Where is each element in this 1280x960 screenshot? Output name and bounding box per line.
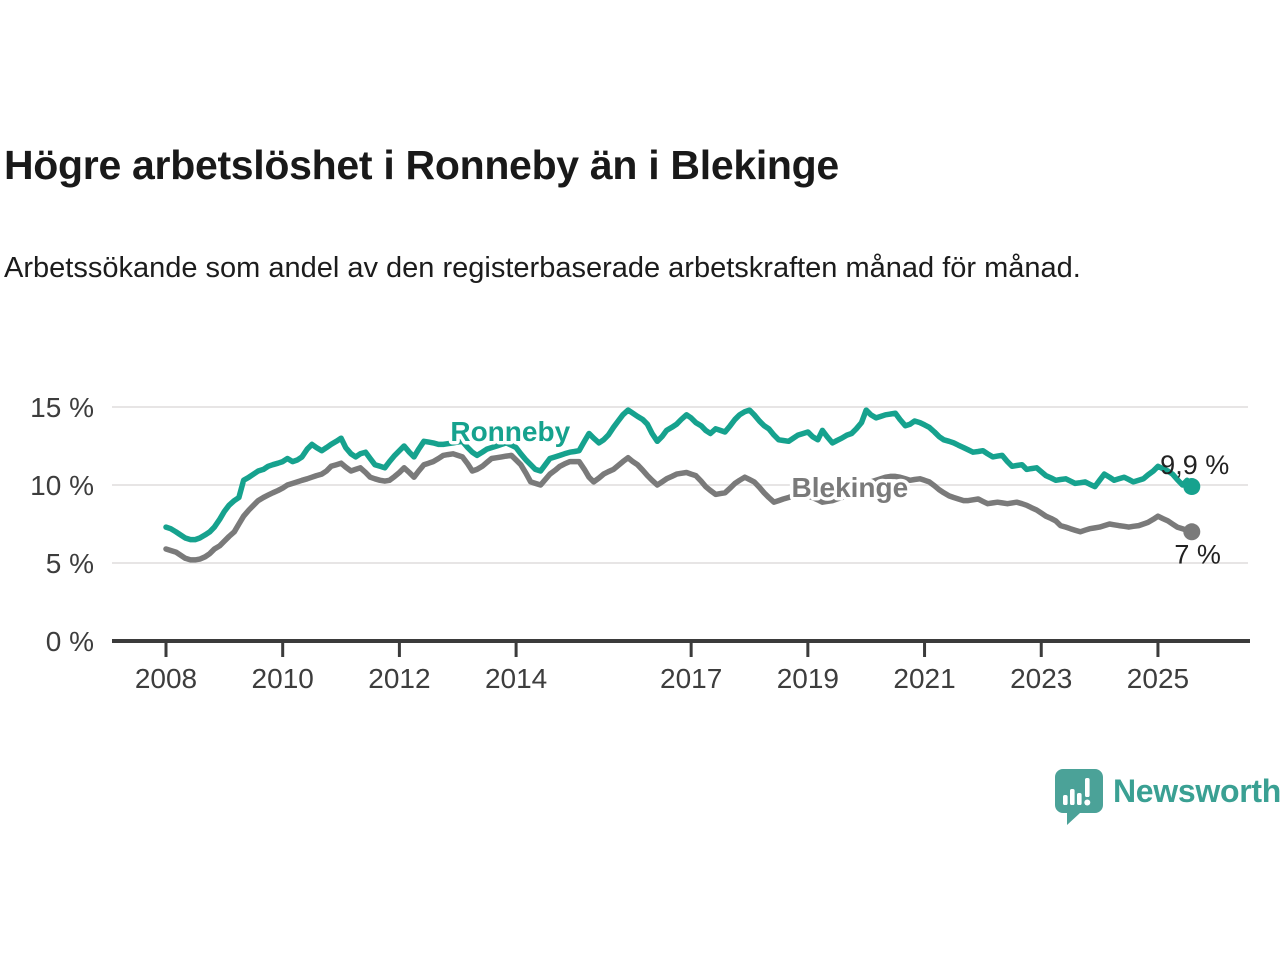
x-axis-tick-label: 2025 bbox=[1127, 663, 1189, 694]
y-axis-tick-label: 10 % bbox=[30, 470, 94, 501]
x-axis-tick-label: 2014 bbox=[485, 663, 547, 694]
gridlines bbox=[112, 406, 1248, 564]
newsworthy-wordmark: Newsworthy bbox=[1113, 773, 1280, 809]
end-value-label: 7 % bbox=[1174, 540, 1221, 570]
logo-bar-chart-glyph bbox=[1063, 778, 1091, 806]
y-axis-tick-label: 5 % bbox=[46, 548, 94, 579]
x-axis bbox=[112, 639, 1250, 657]
y-axis-tick-label: 0 % bbox=[46, 626, 94, 657]
x-axis-tick-label: 2012 bbox=[368, 663, 430, 694]
x-axis-tick-label: 2008 bbox=[135, 663, 197, 694]
x-axis-tick-label: 2023 bbox=[1010, 663, 1072, 694]
newsworthy-logo-icon bbox=[1055, 769, 1103, 825]
x-axis-tick-label: 2021 bbox=[893, 663, 955, 694]
x-axis-labels: 2008 2010 2012 2014 2017 2019 2021 2023 2025 bbox=[135, 663, 1189, 694]
y-axis-labels: 0 % 5 % 10 % 15 % bbox=[30, 392, 94, 657]
series-label-blekinge: Blekinge bbox=[792, 472, 909, 503]
x-axis-tick-label: 2019 bbox=[777, 663, 839, 694]
series-line-ronneby bbox=[163, 407, 1195, 543]
chart-subtitle: Arbetssökande som andel av den registerb… bbox=[4, 252, 1081, 284]
newsworthy-logo: Newsworthy bbox=[1054, 768, 1280, 828]
series-end-dot-blekinge bbox=[1183, 523, 1201, 541]
page-title: Högre arbetslöshet i Ronneby än i Blekin… bbox=[4, 142, 839, 188]
x-axis-tick-label: 2010 bbox=[252, 663, 314, 694]
y-axis-tick-label: 15 % bbox=[30, 392, 94, 423]
series-line-blekinge bbox=[163, 451, 1195, 563]
end-value-label: 9,9 % bbox=[1160, 450, 1229, 480]
series-end-dot-ronneby bbox=[1183, 478, 1201, 496]
x-axis-tick-label: 2017 bbox=[660, 663, 722, 694]
series-label-ronneby: Ronneby bbox=[450, 416, 570, 447]
